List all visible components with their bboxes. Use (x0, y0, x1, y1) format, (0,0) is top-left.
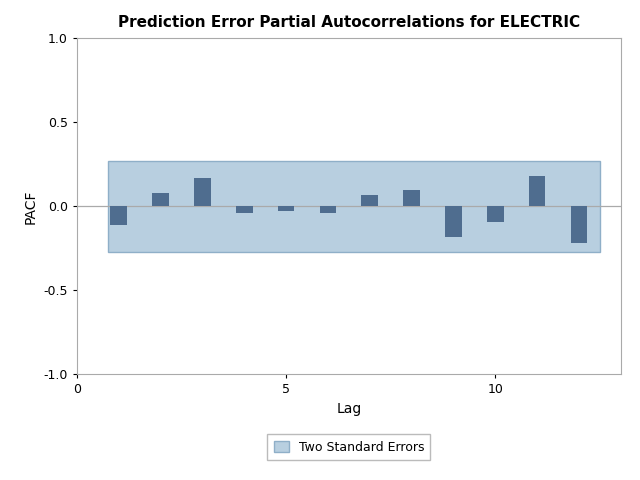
Bar (487, 206, 504, 222)
Title: Prediction Error Partial Autocorrelations for ELECTRIC: Prediction Error Partial Autocorrelation… (118, 15, 580, 30)
Bar (236, 206, 253, 213)
Bar (362, 195, 378, 206)
Legend: Two Standard Errors: Two Standard Errors (268, 434, 430, 460)
X-axis label: Lag: Lag (336, 402, 362, 416)
Bar (319, 206, 336, 213)
Bar (108, 161, 600, 252)
Y-axis label: PACF: PACF (24, 189, 38, 224)
Bar (529, 176, 545, 206)
Bar (152, 193, 169, 206)
Bar (571, 206, 588, 243)
Bar (194, 178, 211, 206)
Bar (278, 206, 294, 211)
Bar (403, 190, 420, 206)
Bar (445, 206, 462, 237)
Bar (110, 206, 127, 225)
